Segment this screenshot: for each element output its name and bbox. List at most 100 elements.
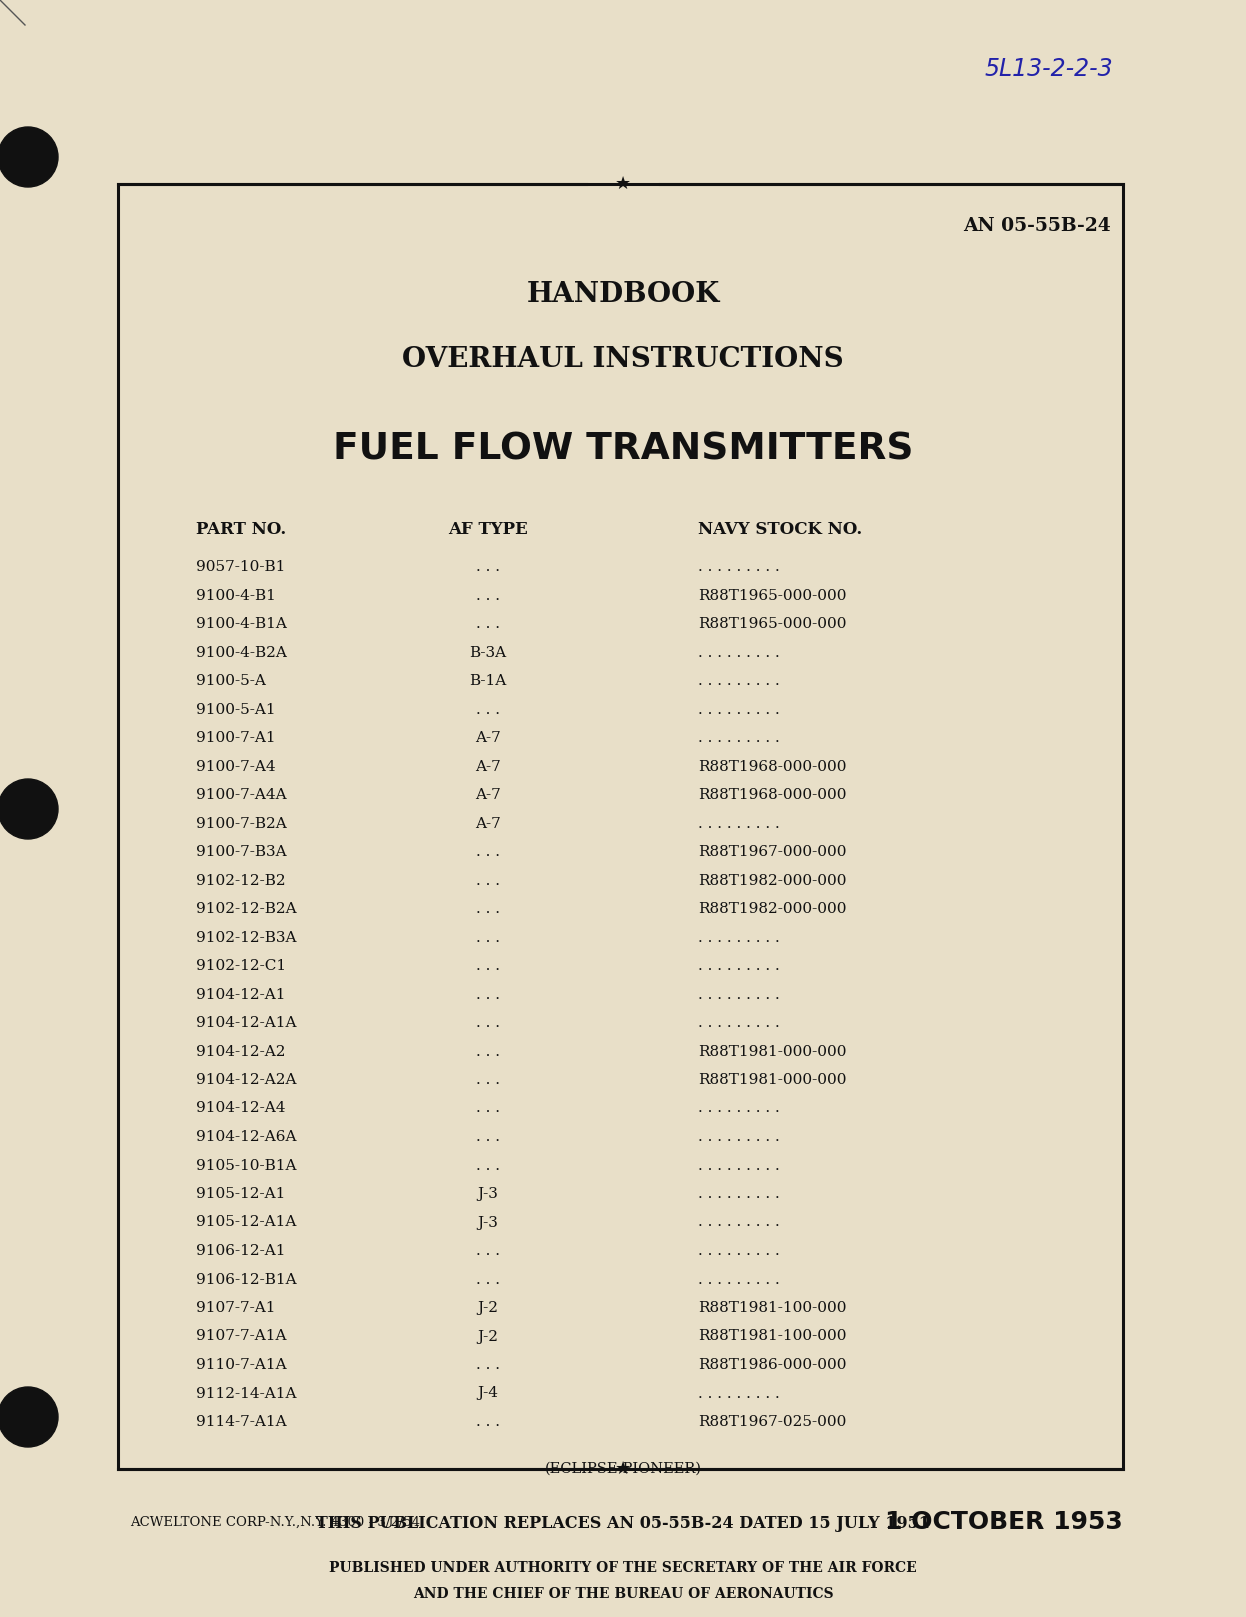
Text: 9104-12-A6A: 9104-12-A6A <box>196 1130 297 1143</box>
Text: 9107-7-A1A: 9107-7-A1A <box>196 1329 287 1344</box>
Text: ★: ★ <box>616 175 630 192</box>
Text: . . . . . . . . .: . . . . . . . . . <box>698 1273 780 1287</box>
Circle shape <box>0 1387 59 1447</box>
Text: 9106-12-A1: 9106-12-A1 <box>196 1243 285 1258</box>
Text: R88T1968-000-000: R88T1968-000-000 <box>698 787 846 802</box>
Text: PART NO.: PART NO. <box>196 521 287 537</box>
Text: . . . . . . . . .: . . . . . . . . . <box>698 1158 780 1172</box>
Bar <box>118 184 1123 1468</box>
Text: 9105-10-B1A: 9105-10-B1A <box>196 1158 297 1172</box>
Text: A-7: A-7 <box>475 731 501 745</box>
Text: . . . . . . . . .: . . . . . . . . . <box>698 817 780 831</box>
Text: THIS PUBLICATION REPLACES AN 05-55B-24 DATED 15 JULY 1951: THIS PUBLICATION REPLACES AN 05-55B-24 D… <box>316 1515 930 1531</box>
Text: . . .: . . . <box>476 1101 500 1116</box>
Text: . . .: . . . <box>476 873 500 888</box>
Text: R88T1965-000-000: R88T1965-000-000 <box>698 618 846 631</box>
Text: . . .: . . . <box>476 1358 500 1371</box>
Text: R88T1968-000-000: R88T1968-000-000 <box>698 760 846 773</box>
Text: R88T1967-000-000: R88T1967-000-000 <box>698 846 846 859</box>
Text: . . .: . . . <box>476 1015 500 1030</box>
Text: 9104-12-A4: 9104-12-A4 <box>196 1101 285 1116</box>
Text: AND THE CHIEF OF THE BUREAU OF AERONAUTICS: AND THE CHIEF OF THE BUREAU OF AERONAUTI… <box>412 1588 834 1601</box>
Text: 9105-12-A1A: 9105-12-A1A <box>196 1216 297 1229</box>
Text: . . .: . . . <box>476 589 500 603</box>
Text: 9104-12-A2A: 9104-12-A2A <box>196 1074 297 1087</box>
Text: . . .: . . . <box>476 1273 500 1287</box>
Text: A-7: A-7 <box>475 817 501 831</box>
Text: . . .: . . . <box>476 846 500 859</box>
Text: J-2: J-2 <box>477 1329 498 1344</box>
Text: . . . . . . . . .: . . . . . . . . . <box>698 645 780 660</box>
Text: 9106-12-B1A: 9106-12-B1A <box>196 1273 297 1287</box>
Text: . . . . . . . . .: . . . . . . . . . <box>698 1101 780 1116</box>
Text: . . .: . . . <box>476 1045 500 1059</box>
Text: 9105-12-A1: 9105-12-A1 <box>196 1187 285 1201</box>
Text: . . .: . . . <box>476 959 500 973</box>
Text: . . .: . . . <box>476 559 500 574</box>
Text: 9100-4-B1A: 9100-4-B1A <box>196 618 287 631</box>
Text: 9104-12-A2: 9104-12-A2 <box>196 1045 285 1059</box>
Text: 9100-7-A1: 9100-7-A1 <box>196 731 275 745</box>
Text: 1 OCTOBER 1953: 1 OCTOBER 1953 <box>885 1510 1123 1535</box>
Text: AF TYPE: AF TYPE <box>449 521 528 537</box>
Text: ACWELTONE CORP-N.Y.,N.Y. 4300 - 3/2/54: ACWELTONE CORP-N.Y.,N.Y. 4300 - 3/2/54 <box>130 1515 420 1528</box>
Text: 9057-10-B1: 9057-10-B1 <box>196 559 285 574</box>
Text: J-2: J-2 <box>477 1302 498 1315</box>
Text: AN 05-55B-24: AN 05-55B-24 <box>963 217 1111 234</box>
Text: J-4: J-4 <box>477 1386 498 1400</box>
Text: 9102-12-C1: 9102-12-C1 <box>196 959 287 973</box>
Text: . . .: . . . <box>476 988 500 1001</box>
Text: B-1A: B-1A <box>470 674 507 687</box>
Text: . . . . . . . . .: . . . . . . . . . <box>698 1187 780 1201</box>
Text: HANDBOOK: HANDBOOK <box>526 280 720 307</box>
Text: 9100-4-B1: 9100-4-B1 <box>196 589 275 603</box>
Text: . . .: . . . <box>476 930 500 944</box>
Text: . . . . . . . . .: . . . . . . . . . <box>698 1015 780 1030</box>
Text: 9114-7-A1A: 9114-7-A1A <box>196 1415 287 1429</box>
Text: J-3: J-3 <box>477 1187 498 1201</box>
Text: R88T1965-000-000: R88T1965-000-000 <box>698 589 846 603</box>
Text: . . . . . . . . .: . . . . . . . . . <box>698 1216 780 1229</box>
Text: R88T1981-000-000: R88T1981-000-000 <box>698 1045 846 1059</box>
Text: 9102-12-B2: 9102-12-B2 <box>196 873 285 888</box>
Text: . . .: . . . <box>476 702 500 716</box>
Text: 9107-7-A1: 9107-7-A1 <box>196 1302 275 1315</box>
Text: 5L13-2-2-3: 5L13-2-2-3 <box>984 57 1113 81</box>
Text: 9102-12-B3A: 9102-12-B3A <box>196 930 297 944</box>
Text: . . .: . . . <box>476 1415 500 1429</box>
Text: . . . . . . . . .: . . . . . . . . . <box>698 959 780 973</box>
Text: . . .: . . . <box>476 1243 500 1258</box>
Text: J-3: J-3 <box>477 1216 498 1229</box>
Text: R88T1986-000-000: R88T1986-000-000 <box>698 1358 846 1371</box>
Text: R88T1982-000-000: R88T1982-000-000 <box>698 902 846 915</box>
Text: PUBLISHED UNDER AUTHORITY OF THE SECRETARY OF THE AIR FORCE: PUBLISHED UNDER AUTHORITY OF THE SECRETA… <box>329 1562 917 1575</box>
Text: . . . . . . . . .: . . . . . . . . . <box>698 930 780 944</box>
Text: R88T1981-100-000: R88T1981-100-000 <box>698 1302 846 1315</box>
Text: OVERHAUL INSTRUCTIONS: OVERHAUL INSTRUCTIONS <box>402 346 844 372</box>
Text: 9100-4-B2A: 9100-4-B2A <box>196 645 287 660</box>
Text: 9110-7-A1A: 9110-7-A1A <box>196 1358 287 1371</box>
Text: . . . . . . . . .: . . . . . . . . . <box>698 1386 780 1400</box>
Text: 9100-7-A4: 9100-7-A4 <box>196 760 275 773</box>
Text: 9100-5-A1: 9100-5-A1 <box>196 702 275 716</box>
Text: . . . . . . . . .: . . . . . . . . . <box>698 674 780 687</box>
Text: 9100-5-A: 9100-5-A <box>196 674 265 687</box>
Text: 9102-12-B2A: 9102-12-B2A <box>196 902 297 915</box>
Text: A-7: A-7 <box>475 760 501 773</box>
Text: 9100-7-B3A: 9100-7-B3A <box>196 846 287 859</box>
Text: . . . . . . . . .: . . . . . . . . . <box>698 988 780 1001</box>
Text: . . . . . . . . .: . . . . . . . . . <box>698 1130 780 1143</box>
Text: . . . . . . . . .: . . . . . . . . . <box>698 702 780 716</box>
Text: . . .: . . . <box>476 1158 500 1172</box>
Text: . . .: . . . <box>476 1130 500 1143</box>
Circle shape <box>0 128 59 188</box>
Text: . . . . . . . . .: . . . . . . . . . <box>698 731 780 745</box>
Text: R88T1967-025-000: R88T1967-025-000 <box>698 1415 846 1429</box>
Text: 9104-12-A1A: 9104-12-A1A <box>196 1015 297 1030</box>
Text: FUEL FLOW TRANSMITTERS: FUEL FLOW TRANSMITTERS <box>333 432 913 467</box>
Text: . . .: . . . <box>476 902 500 915</box>
Text: . . .: . . . <box>476 1074 500 1087</box>
Text: R88T1981-000-000: R88T1981-000-000 <box>698 1074 846 1087</box>
Circle shape <box>0 779 59 839</box>
Text: . . . . . . . . .: . . . . . . . . . <box>698 1243 780 1258</box>
